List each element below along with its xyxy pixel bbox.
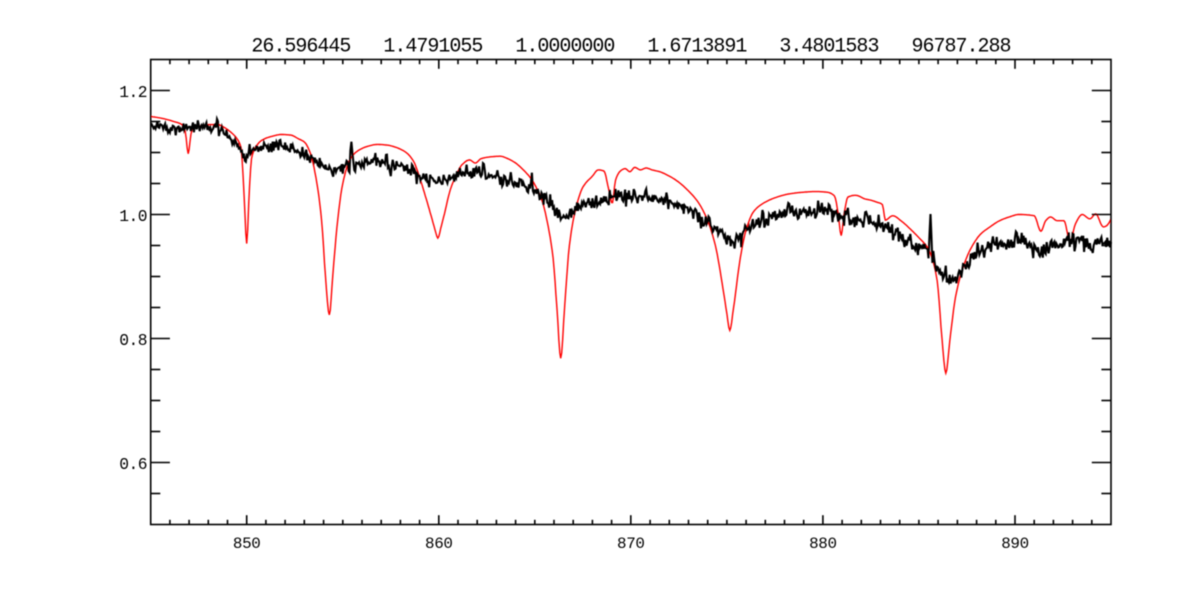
svg-text:1.2: 1.2: [119, 83, 147, 102]
svg-text:1.0: 1.0: [119, 207, 147, 226]
svg-text:0.6: 0.6: [119, 455, 147, 474]
svg-text:890: 890: [1001, 535, 1029, 553]
svg-text:26.596445 1.4791055 1.0000: 26.596445 1.4791055 1.0000000 1.6713891 …: [251, 36, 1010, 59]
svg-text:0.8: 0.8: [119, 331, 147, 350]
svg-text:880: 880: [809, 535, 837, 553]
svg-text:850: 850: [233, 535, 261, 553]
svg-text:870: 870: [617, 535, 645, 553]
svg-text:860: 860: [425, 535, 453, 553]
